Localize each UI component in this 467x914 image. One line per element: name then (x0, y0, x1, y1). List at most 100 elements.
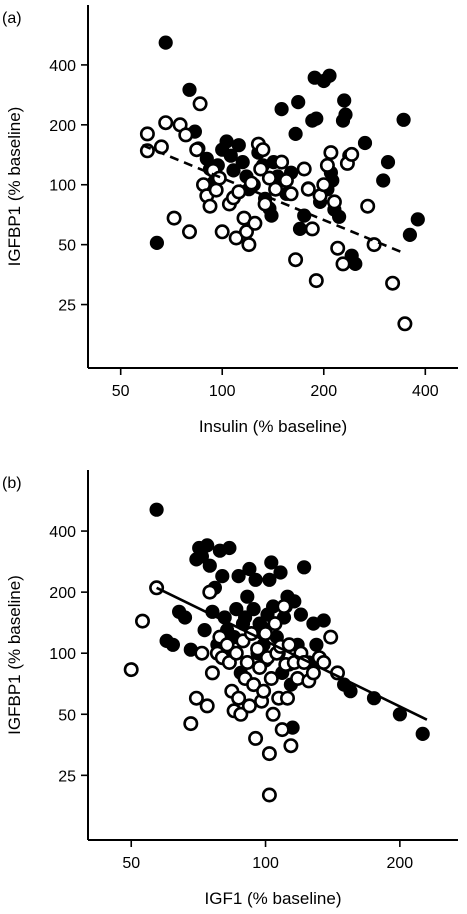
open-data-point (189, 142, 205, 158)
open-data-point (274, 722, 290, 738)
open-data-point (192, 96, 208, 112)
filled-data-point (246, 602, 261, 617)
x-tick-label: 50 (112, 383, 130, 400)
open-data-point (323, 629, 339, 645)
open-data-point (231, 690, 247, 706)
y-tick-label: 100 (49, 178, 76, 195)
y-tick-label: 25 (58, 298, 76, 315)
filled-data-point (332, 209, 347, 224)
filled-data-point (231, 569, 246, 584)
y-tick-label: 200 (49, 118, 76, 135)
filled-data-point (338, 107, 353, 122)
filled-data-point (202, 558, 217, 573)
x-axis-label: Insulin (% baseline) (199, 417, 347, 436)
x-tick-label: 100 (209, 383, 236, 400)
regression-line (156, 586, 428, 721)
filled-data-point (215, 569, 230, 584)
filled-data-point (149, 502, 164, 517)
open-data-point (323, 145, 339, 161)
filled-data-point (292, 221, 308, 236)
open-data-point (241, 698, 257, 714)
filled-data-point (343, 684, 358, 699)
y-tick-label: 25 (58, 768, 76, 785)
filled-data-point (235, 155, 250, 170)
y-tick-label: 50 (58, 707, 76, 724)
open-data-point (267, 616, 283, 632)
open-data-point (202, 198, 218, 214)
open-data-point (300, 181, 316, 197)
filled-data-point (222, 540, 237, 556)
regression-line (141, 143, 407, 256)
open-data-point (304, 221, 320, 237)
filled-data-point (238, 610, 253, 625)
filled-data-point (229, 602, 244, 617)
open-data-point (183, 716, 199, 732)
open-data-point (188, 690, 204, 706)
filled-data-point (200, 538, 215, 553)
open-data-point (279, 690, 295, 706)
open-data-point (257, 196, 273, 212)
filled-data-point (274, 102, 289, 117)
open-data-point (194, 645, 210, 661)
open-data-point (208, 182, 224, 198)
filled-data-point (149, 235, 164, 250)
filled-data-point (309, 111, 324, 126)
open-data-point (233, 706, 249, 722)
open-data-point (202, 584, 218, 600)
filled-data-point (264, 208, 279, 223)
open-data-point (248, 730, 264, 746)
filled-data-point (248, 572, 263, 587)
open-data-point (135, 613, 151, 629)
y-tick-label: 100 (49, 646, 76, 663)
x-tick-label: 200 (310, 383, 337, 400)
filled-data-point (182, 82, 197, 97)
x-axis-label: IGF1 (% baseline) (205, 889, 342, 908)
open-data-point (250, 641, 266, 657)
filled-data-point (165, 637, 180, 652)
open-data-point (261, 746, 277, 762)
filled-data-point (264, 555, 279, 570)
open-data-point (219, 637, 235, 653)
y-tick-label: 50 (58, 238, 76, 255)
open-data-point (231, 184, 247, 200)
open-data-point (247, 215, 263, 231)
open-data-point (397, 316, 413, 332)
open-data-point (335, 256, 351, 272)
filled-data-point (293, 607, 308, 622)
chart-panel-a: (a) 25 50 100 200 400 50 100 200 400 Insulin (% ba… (2, 5, 458, 436)
open-data-point (265, 706, 281, 722)
open-data-point (246, 677, 262, 693)
open-data-point (276, 598, 292, 614)
filled-data-point (273, 565, 288, 580)
open-data-point (385, 275, 401, 291)
y-axis-label: IGFBP1 (% baseline) (5, 107, 24, 267)
filled-data-point (410, 212, 425, 227)
panel-label: (b) (2, 475, 22, 492)
open-data-point (255, 142, 271, 158)
open-data-point (330, 240, 346, 256)
filled-data-point (337, 93, 352, 108)
filled-data-point (357, 135, 373, 151)
filled-data-point (262, 572, 277, 587)
open-data-point (268, 181, 284, 197)
filled-data-point (240, 589, 255, 604)
open-data-point (261, 170, 277, 186)
filled-data-point (197, 623, 212, 638)
open-data-point (326, 194, 342, 210)
open-data-point (241, 237, 257, 253)
open-data-point (316, 177, 332, 193)
open-data-point (283, 738, 299, 754)
open-data-point (199, 698, 215, 714)
open-data-point (308, 273, 324, 289)
filled-data-point (309, 637, 324, 652)
x-tick-label: 50 (122, 855, 140, 872)
open-data-point (204, 665, 220, 681)
filled-data-point (291, 95, 306, 110)
filled-data-point (158, 35, 173, 50)
y-tick-label: 200 (49, 585, 76, 602)
filled-data-point (380, 155, 396, 170)
filled-data-point (297, 560, 312, 575)
open-data-point (166, 210, 182, 226)
open-data-point (296, 161, 312, 177)
